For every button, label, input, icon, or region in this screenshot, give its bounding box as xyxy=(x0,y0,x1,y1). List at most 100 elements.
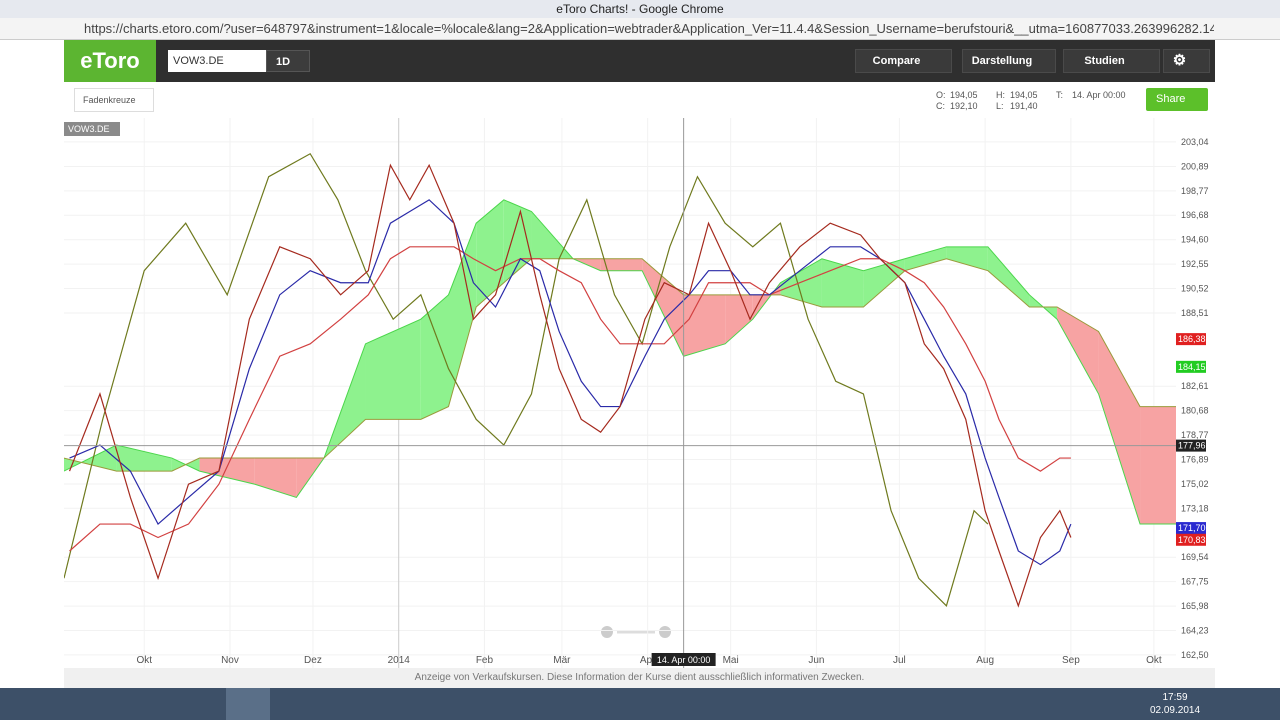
y-tick-label: 180,68 xyxy=(1181,406,1209,416)
settings-button[interactable]: ⚙ xyxy=(1163,49,1210,73)
cloud-segment xyxy=(1140,406,1176,525)
x-tick-label: Aug xyxy=(976,655,994,666)
logo[interactable]: eToro xyxy=(64,40,156,82)
ohlc-value: 194,05 xyxy=(950,90,978,100)
crosshair-x-label-bg xyxy=(651,653,716,666)
y-tick-label: 182,61 xyxy=(1181,381,1209,391)
clock-date: 02.09.2014 xyxy=(1149,705,1201,716)
price-line xyxy=(64,152,989,607)
price-badge xyxy=(1176,533,1206,546)
x-tick-label: Feb xyxy=(476,655,494,666)
x-tick-label: Sep xyxy=(1062,655,1080,666)
crosshair-x-label: 14. Apr 00:00 xyxy=(657,655,711,665)
y-tick-label: 198,77 xyxy=(1181,186,1209,196)
footer-note: Anzeige von Verkaufskursen. Diese Inform… xyxy=(64,668,1215,688)
cloud-segment xyxy=(1057,306,1099,394)
active-app[interactable] xyxy=(226,688,270,720)
crosshair-y-badge xyxy=(1176,439,1206,452)
price-badge-label: 170,83 xyxy=(1178,535,1206,545)
taskbar: 17:59 02.09.2014 xyxy=(0,688,1280,720)
x-tick-label: Dez xyxy=(304,655,322,666)
ohlc-key: C: xyxy=(936,101,945,111)
price-badge-label: 184,15 xyxy=(1178,362,1206,372)
y-tick-label: 165,98 xyxy=(1181,601,1209,611)
y-tick-label: 162,50 xyxy=(1181,650,1209,660)
ohlc-key: T: xyxy=(1056,90,1064,100)
window-title: eToro Charts! - Google Chrome xyxy=(0,0,1280,18)
price-badge xyxy=(1176,522,1206,535)
y-tick-label: 190,52 xyxy=(1181,284,1209,294)
x-tick-label: Apr xyxy=(640,655,656,666)
x-tick-label: Jul xyxy=(893,655,906,666)
cloud-segment xyxy=(946,246,988,271)
cloud-segment xyxy=(821,258,864,307)
cloud-edge xyxy=(64,199,1176,525)
y-tick-label: 176,89 xyxy=(1181,454,1209,464)
x-tick-label: Jun xyxy=(808,655,824,666)
y-tick-label: 164,23 xyxy=(1181,626,1209,636)
ohlc-value: 194,05 xyxy=(1010,90,1038,100)
crosshair-y-label: 177,96 xyxy=(1178,441,1206,451)
chart-background xyxy=(64,118,1215,668)
x-tick-label: Mär xyxy=(553,655,571,666)
share-button[interactable]: Share xyxy=(1146,88,1208,111)
price-line xyxy=(68,163,1072,608)
cloud-segment xyxy=(116,445,172,472)
y-tick-label: 175,02 xyxy=(1181,479,1209,489)
cloud-segment xyxy=(476,199,504,307)
studies-button[interactable]: Studien xyxy=(1063,49,1160,73)
instrument-input[interactable]: VOW3.DE xyxy=(168,50,266,72)
chart-toolbar: Fadenkreuze O: 194,05 H: 194,05 T: 14. A… xyxy=(64,82,1215,118)
price-badge xyxy=(1176,360,1206,373)
url[interactable]: https://charts.etoro.com/?user=648797&in… xyxy=(84,21,1214,36)
cloud-edge xyxy=(64,258,1176,472)
ohlc-key: O: xyxy=(936,90,946,100)
cloud-segment xyxy=(572,258,601,271)
display-button[interactable]: Darstellung xyxy=(962,49,1056,73)
cloud-segment xyxy=(199,458,255,485)
y-tick-label: 200,89 xyxy=(1181,161,1209,171)
price-badge xyxy=(1176,333,1206,346)
cloud-segment xyxy=(863,258,905,307)
y-tick-label: 178,77 xyxy=(1181,430,1209,440)
y-tick-label: 192,55 xyxy=(1181,259,1209,269)
symbol-tag: VOW3.DE xyxy=(68,124,110,134)
x-tick-label: Okt xyxy=(136,655,152,666)
price-line xyxy=(69,199,1072,566)
y-tick-label: 194,60 xyxy=(1181,235,1209,245)
symbol-tag-bg xyxy=(64,122,120,136)
price-badge-label: 186,38 xyxy=(1178,334,1206,344)
ohlc-value: 192,10 xyxy=(950,101,978,111)
crosshair-select[interactable]: Fadenkreuze xyxy=(74,88,154,112)
period-select[interactable]: 1D xyxy=(266,50,310,72)
ohlc-value: 191,40 xyxy=(1010,101,1038,111)
cloud-segment xyxy=(600,258,643,271)
cloud-segment xyxy=(365,319,421,420)
y-tick-label: 188,51 xyxy=(1181,308,1209,318)
ohlc-key: H: xyxy=(996,90,1005,100)
cloud-segment xyxy=(254,458,297,498)
y-tick-label: 169,54 xyxy=(1181,552,1209,562)
cloud-segment xyxy=(1098,331,1141,525)
cloud-segment xyxy=(420,294,449,420)
cloud-segment xyxy=(642,258,684,357)
cloud-segment xyxy=(725,294,753,344)
address-bar: https://charts.etoro.com/?user=648797&in… xyxy=(0,18,1280,40)
x-tick-label: Okt xyxy=(1146,655,1162,666)
app-header: eToro VOW3.DE 1D Compare Darstellung Stu… xyxy=(64,40,1215,82)
compare-button[interactable]: Compare xyxy=(855,49,952,73)
chart: 203,04 200,89 198,77 196,68 194,60 192,55 190,… xyxy=(64,118,1215,668)
ohlc-value: 14. Apr 00:00 xyxy=(1072,90,1126,100)
cloud-segment xyxy=(780,258,822,307)
x-tick-label: 2014 xyxy=(388,655,411,666)
y-tick-label: 196,68 xyxy=(1181,210,1209,220)
y-tick-label: 203,04 xyxy=(1181,137,1209,147)
y-tick-label: 173,18 xyxy=(1181,503,1209,513)
x-tick-label: Nov xyxy=(221,655,239,666)
cloud-segment xyxy=(987,246,1030,307)
cloud-segment xyxy=(904,246,947,271)
zoom-control[interactable] xyxy=(601,626,671,638)
price-badge-label: 171,70 xyxy=(1178,523,1206,533)
